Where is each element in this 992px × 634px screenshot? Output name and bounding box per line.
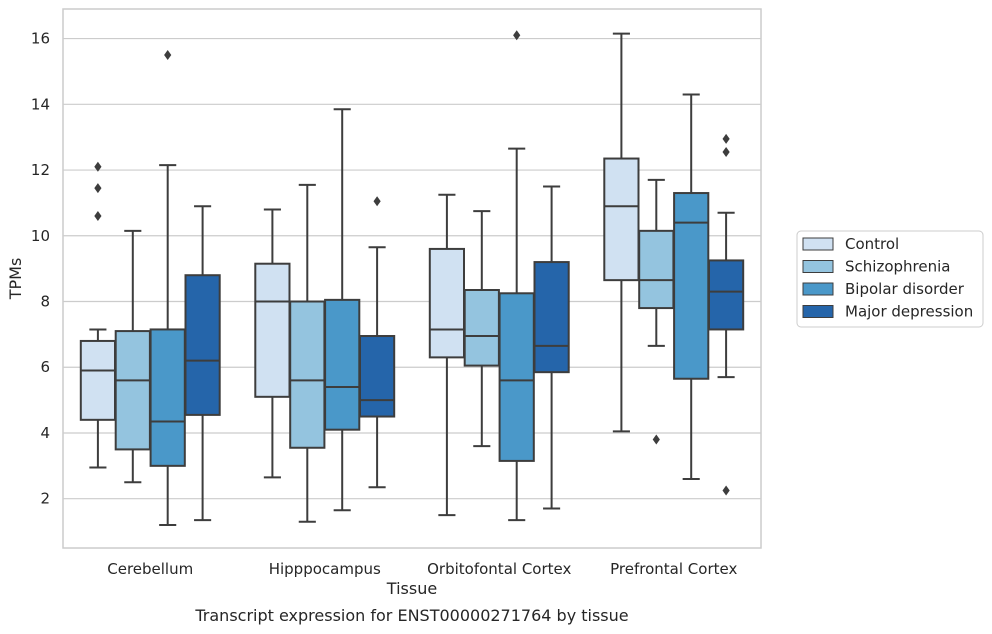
outlier-0 [373, 196, 381, 207]
y-axis-label: TPMs [6, 258, 25, 301]
box-2-1 [324, 108, 361, 512]
box-1-0 [114, 229, 151, 484]
y-tick-labels: 2 4 6 8 10 12 14 16 [31, 30, 50, 508]
box-body [638, 229, 675, 310]
box-2-3 [673, 93, 710, 480]
box-body [79, 339, 117, 421]
box-body [463, 289, 500, 367]
plot-frame [62, 8, 762, 549]
x-axis-label: Tissue [386, 579, 437, 598]
box-body [673, 192, 710, 380]
x-tick-labels: Cerebellum Hipppocampus Orbitofontal Corte… [107, 560, 737, 578]
legend-swatch-2 [802, 282, 834, 296]
box-2-0 [149, 50, 186, 526]
outlier-0 [652, 434, 660, 445]
outlier-0 [94, 211, 102, 222]
y-tick-label-2: 2 [40, 490, 50, 508]
box-0-3 [603, 32, 640, 433]
box-0-0 [79, 161, 117, 469]
outlier-0 [164, 50, 172, 61]
outlier-1 [94, 183, 102, 194]
legend-swatch-1 [802, 260, 834, 273]
legend-label-1: Schizophrenia [845, 258, 950, 276]
box-body [428, 247, 466, 359]
box-3-3 [707, 133, 745, 496]
outlier-0 [722, 485, 730, 496]
y-tick-label-4: 4 [40, 424, 50, 442]
box-body [498, 292, 535, 462]
legend-swatch-3 [802, 305, 834, 318]
box-body [533, 261, 570, 374]
outlier-2 [722, 133, 730, 144]
box-body [149, 328, 186, 467]
x-tick-label-0: Cerebellum [107, 560, 193, 578]
x-tick-label-1: Hipppocampus [269, 560, 381, 578]
box-groups [79, 30, 745, 526]
box-0-1 [254, 208, 291, 479]
box-0-2 [428, 193, 466, 517]
box-3-1 [358, 196, 396, 489]
outlier-2 [94, 161, 102, 172]
outlier-0 [513, 30, 521, 41]
box-body [358, 335, 396, 418]
box-body [254, 262, 291, 398]
legend-label-2: Bipolar disorder [845, 280, 965, 298]
box-body [289, 300, 326, 449]
box-3-2 [533, 185, 570, 510]
box-body [114, 330, 151, 451]
x-tick-label-2: Orbitofontal Cortex [427, 560, 571, 578]
box-3-0 [184, 205, 221, 522]
y-tick-label-12: 12 [31, 161, 50, 179]
box-body [324, 298, 361, 431]
y-tick-label-8: 8 [40, 293, 50, 311]
box-body [707, 259, 745, 331]
y-tick-label-16: 16 [31, 30, 50, 48]
box-1-2 [463, 210, 500, 448]
chart-caption: Transcript expression for ENST0000027176… [194, 606, 628, 625]
outlier-1 [722, 146, 730, 157]
legend-label-0: Control [845, 235, 899, 253]
y-tick-label-14: 14 [31, 95, 50, 113]
legend-frame [796, 230, 984, 328]
y-tick-label-6: 6 [40, 358, 50, 376]
legend-swatch-0 [802, 237, 834, 251]
y-tick-label-10: 10 [31, 227, 50, 245]
legend-label-3: Major depression [845, 303, 973, 321]
box-2-2 [498, 30, 535, 522]
legend: Control Schizophrenia Bipolar disorder Majo… [796, 230, 984, 328]
box-body [184, 274, 221, 416]
x-tick-label-3: Prefrontal Cortex [610, 560, 737, 578]
box-body [603, 157, 640, 282]
